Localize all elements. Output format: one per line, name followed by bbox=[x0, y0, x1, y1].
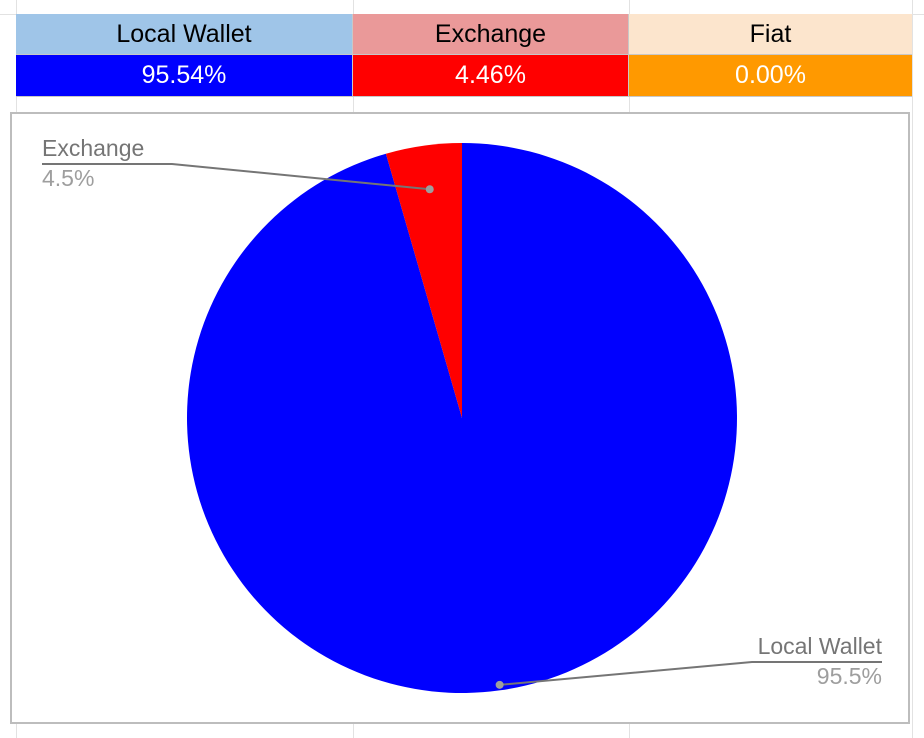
slice-label: Local Wallet bbox=[758, 633, 883, 659]
slice-value-label: 95.5% bbox=[817, 663, 882, 689]
header-cell-local-wallet[interactable]: Local Wallet bbox=[16, 14, 353, 55]
pie-chart-svg: Local Wallet 95.5% Exchange 4.5% bbox=[42, 135, 883, 693]
leader-line bbox=[42, 163, 430, 191]
pie-chart[interactable]: Local Wallet 95.5% Exchange 4.5% bbox=[10, 112, 910, 724]
value-cell-local-wallet[interactable]: 95.54% bbox=[16, 55, 353, 97]
table-value-row: 95.54% 4.46% 0.00% bbox=[16, 55, 912, 97]
leader-dot bbox=[425, 185, 434, 194]
value-cell-fiat[interactable]: 0.00% bbox=[629, 55, 912, 97]
pie-slice-exchange[interactable] bbox=[385, 143, 462, 418]
pie-slice-local-wallet[interactable] bbox=[186, 143, 737, 693]
header-cell-exchange[interactable]: Exchange bbox=[353, 14, 629, 55]
summary-table: Local Wallet Exchange Fiat 95.54% 4.46% … bbox=[16, 14, 912, 97]
value-cell-exchange[interactable]: 4.46% bbox=[353, 55, 629, 97]
leader-line bbox=[499, 661, 882, 686]
slice-value-label: 4.5% bbox=[42, 165, 94, 191]
grid-line bbox=[912, 0, 913, 738]
leader-dot bbox=[495, 680, 504, 689]
table-header-row: Local Wallet Exchange Fiat bbox=[16, 14, 912, 55]
header-cell-fiat[interactable]: Fiat bbox=[629, 14, 912, 55]
slice-label: Exchange bbox=[42, 135, 144, 161]
